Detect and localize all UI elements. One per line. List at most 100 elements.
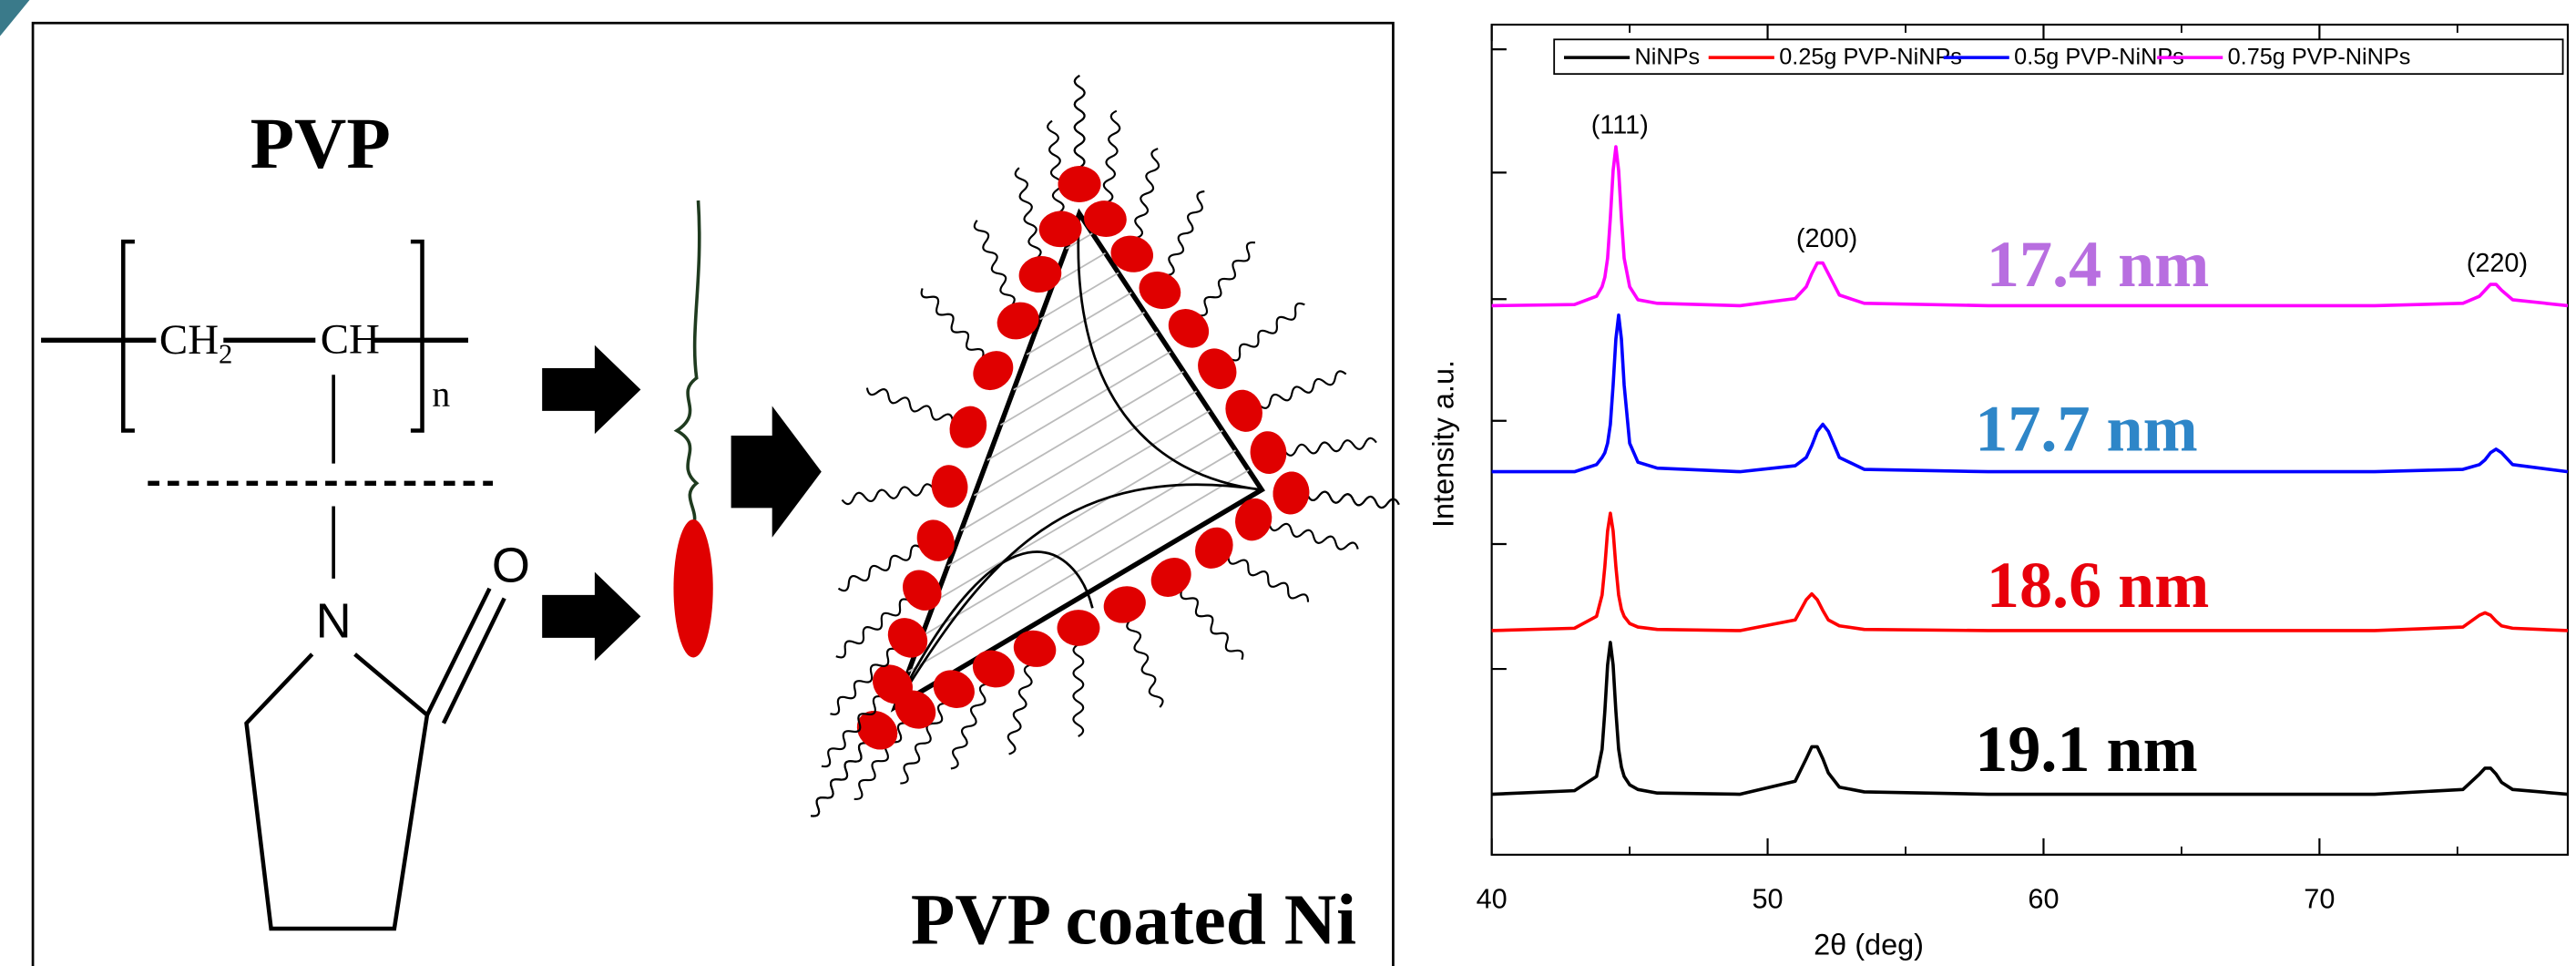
size-label: 19.1 nm bbox=[1975, 713, 2197, 786]
pvp-bead bbox=[1083, 200, 1127, 237]
pvp-bead bbox=[1018, 256, 1062, 293]
ligand-chain bbox=[1126, 619, 1164, 708]
group-label: CH bbox=[159, 316, 219, 364]
pvp-bead bbox=[887, 618, 928, 658]
ligand-chain bbox=[854, 722, 906, 800]
ligand-chain bbox=[1258, 370, 1347, 409]
ligand-chain bbox=[841, 483, 935, 506]
lattice-line bbox=[974, 370, 1184, 497]
pvp-bead bbox=[1225, 389, 1262, 432]
nanoparticle bbox=[810, 75, 1400, 817]
x-axis-label: 2θ (deg) bbox=[1814, 928, 1924, 961]
ligand-chain bbox=[835, 598, 910, 659]
ligand-chain bbox=[830, 647, 896, 715]
ligand-chain bbox=[1047, 119, 1065, 214]
x-tick-label: 60 bbox=[2028, 883, 2059, 914]
pvp-bead bbox=[1195, 527, 1233, 569]
ligand-chain bbox=[950, 683, 987, 770]
ligand-chain bbox=[1230, 302, 1305, 362]
ligand-chain bbox=[1306, 490, 1400, 509]
pvp-bead bbox=[1110, 235, 1154, 272]
pvp-bead bbox=[873, 664, 913, 704]
ligand-chain bbox=[1102, 109, 1121, 204]
arrow bbox=[542, 571, 641, 662]
x-tick-label: 40 bbox=[1477, 883, 1508, 914]
pvp-bead bbox=[1198, 348, 1237, 389]
pvp-bead bbox=[1168, 309, 1210, 348]
x-tick-label: 70 bbox=[2304, 883, 2335, 914]
pvp-bead bbox=[949, 406, 987, 448]
pvp-bead bbox=[856, 710, 898, 750]
ligand-chain bbox=[821, 695, 883, 768]
ligand-chain bbox=[1166, 190, 1205, 277]
ligand-chain bbox=[1072, 643, 1085, 737]
lattice-line bbox=[999, 331, 1159, 426]
atom-label: O bbox=[492, 538, 530, 592]
series-line bbox=[1491, 313, 2569, 474]
atom-label: N bbox=[316, 594, 352, 649]
pvp-bead bbox=[1150, 558, 1191, 597]
facet bbox=[894, 213, 1262, 708]
pvp-bead bbox=[972, 650, 1015, 688]
peak-label: (220) bbox=[2467, 249, 2528, 278]
arrow bbox=[542, 344, 641, 435]
pvp-bead bbox=[933, 670, 975, 708]
ligand-chain bbox=[1198, 241, 1256, 317]
subscript-n: n bbox=[432, 375, 450, 415]
pvp-bead bbox=[931, 465, 968, 509]
peak-label: (200) bbox=[1796, 224, 1857, 253]
series-line bbox=[1491, 641, 2569, 796]
pvp-bead bbox=[997, 302, 1039, 340]
pvp-bead bbox=[1235, 498, 1273, 541]
pvp-bead bbox=[903, 570, 942, 611]
ring bbox=[244, 653, 430, 931]
pvp-bead bbox=[1139, 272, 1181, 310]
plot-frame bbox=[1490, 23, 2570, 856]
diagram-caption: PVP coated Ni bbox=[911, 879, 1356, 960]
x-tick-label: 50 bbox=[1752, 883, 1783, 914]
lattice-line bbox=[1013, 311, 1145, 391]
y-axis-label: Intensity a.u. bbox=[1427, 360, 1460, 528]
subscript: 2 bbox=[219, 338, 232, 369]
pvp-bead bbox=[1057, 610, 1100, 646]
ligand-chain bbox=[865, 387, 955, 422]
bracket bbox=[410, 239, 424, 433]
pvp-bead bbox=[673, 519, 713, 658]
lattice-line bbox=[921, 449, 1237, 638]
size-label: 17.7 nm bbox=[1975, 393, 2197, 466]
ligand-chain bbox=[1283, 437, 1377, 457]
legend-label: 0.75g PVP-NiNPs bbox=[2228, 45, 2411, 70]
pvp-bead bbox=[916, 519, 955, 561]
legend-label: 0.5g PVP-NiNPs bbox=[2014, 45, 2184, 70]
pvp-bead bbox=[1058, 166, 1101, 202]
bond bbox=[424, 587, 492, 716]
pvp-bead bbox=[1038, 211, 1082, 248]
bond bbox=[441, 597, 506, 724]
lattice-line bbox=[907, 469, 1250, 673]
lattice-line bbox=[1039, 272, 1119, 321]
pvp-bead bbox=[1273, 471, 1310, 515]
pvp-bead bbox=[973, 351, 1014, 391]
ligand-chain bbox=[1134, 148, 1160, 240]
pvp-diagram: PVP CH2 CH n N O PVP coated Ni bbox=[0, 0, 1400, 966]
ligand-chain bbox=[1007, 663, 1033, 755]
lattice-line bbox=[1026, 292, 1132, 355]
group-label: CH bbox=[321, 316, 380, 364]
structure bbox=[41, 239, 506, 931]
ligand-chain bbox=[920, 288, 985, 359]
pvp-bead bbox=[1013, 630, 1057, 667]
ligand-chain bbox=[1180, 589, 1244, 661]
arrow bbox=[731, 406, 822, 538]
legend-label: NiNPs bbox=[1635, 45, 1701, 70]
ligand-chain bbox=[1227, 556, 1310, 602]
size-label: 17.4 nm bbox=[1987, 228, 2209, 301]
series-line bbox=[1491, 511, 2569, 632]
group-label: CH2 bbox=[159, 316, 232, 370]
ligand-chain bbox=[900, 702, 946, 785]
pvp-bead bbox=[1103, 586, 1146, 623]
ligand-chain bbox=[1073, 75, 1086, 169]
corner-mark bbox=[0, 0, 30, 36]
diagram-title: PVP bbox=[250, 104, 391, 184]
ligand-chain bbox=[810, 742, 868, 817]
